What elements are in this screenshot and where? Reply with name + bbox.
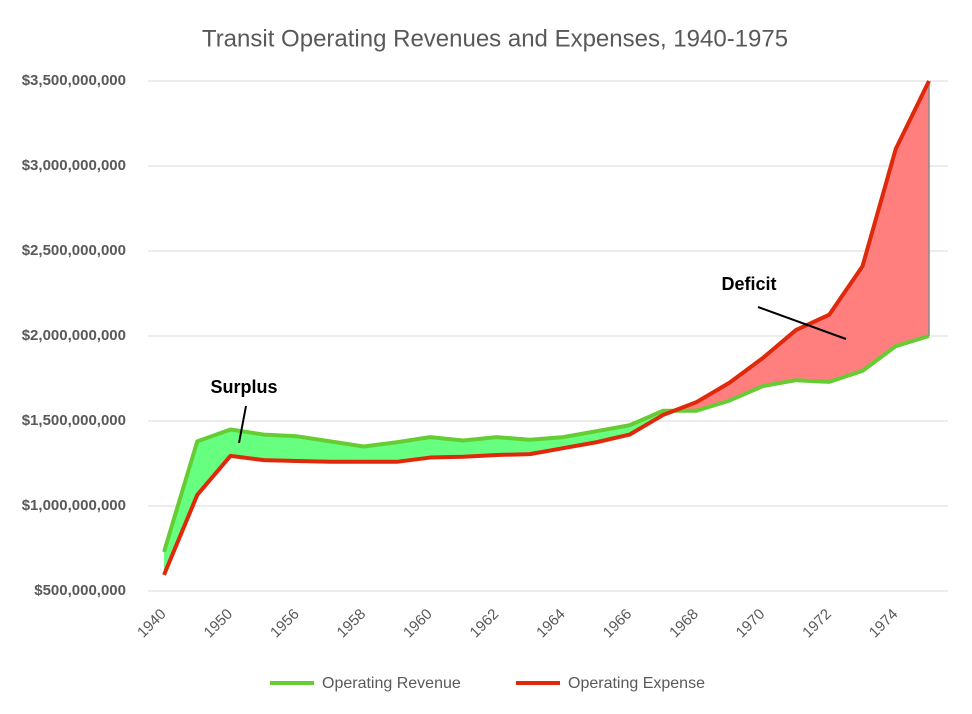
annotation-pointer	[238, 405, 247, 444]
y-tick-label: $2,500,000,000	[22, 242, 126, 259]
x-tick-label: 1962	[467, 606, 503, 642]
x-tick-label: 1968	[666, 606, 702, 642]
surplus-area	[164, 81, 929, 575]
y-tick-label: $1,000,000,000	[22, 497, 126, 514]
y-tick-label: $3,500,000,000	[22, 72, 126, 89]
x-tick-label: 1974	[866, 606, 902, 642]
x-tick-label: 1958	[334, 606, 370, 642]
series-line	[162, 80, 931, 576]
legend-label: Operating Expense	[568, 675, 705, 692]
y-tick-label: $2,000,000,000	[22, 327, 126, 344]
y-tick-label: $3,000,000,000	[22, 157, 126, 174]
annotation: Deficit	[721, 274, 776, 294]
annotation-pointer	[757, 306, 847, 340]
x-tick-label: 1972	[799, 606, 835, 642]
x-tick-label: 1964	[533, 606, 569, 642]
legend-label: Operating Revenue	[322, 675, 461, 692]
annotation: Surplus	[210, 377, 277, 397]
x-tick-label: 1970	[733, 606, 769, 642]
chart-title: Transit Operating Revenues and Expenses,…	[202, 25, 788, 52]
x-tick-label: 1960	[400, 606, 436, 642]
y-tick-label: $1,500,000,000	[22, 412, 126, 429]
x-tick-label: 1940	[134, 606, 170, 642]
x-tick-label: 1950	[201, 606, 237, 642]
y-tick-label: $500,000,000	[34, 582, 126, 599]
x-tick-label: 1966	[600, 606, 636, 642]
series-line	[162, 334, 930, 553]
x-tick-label: 1956	[267, 606, 303, 642]
